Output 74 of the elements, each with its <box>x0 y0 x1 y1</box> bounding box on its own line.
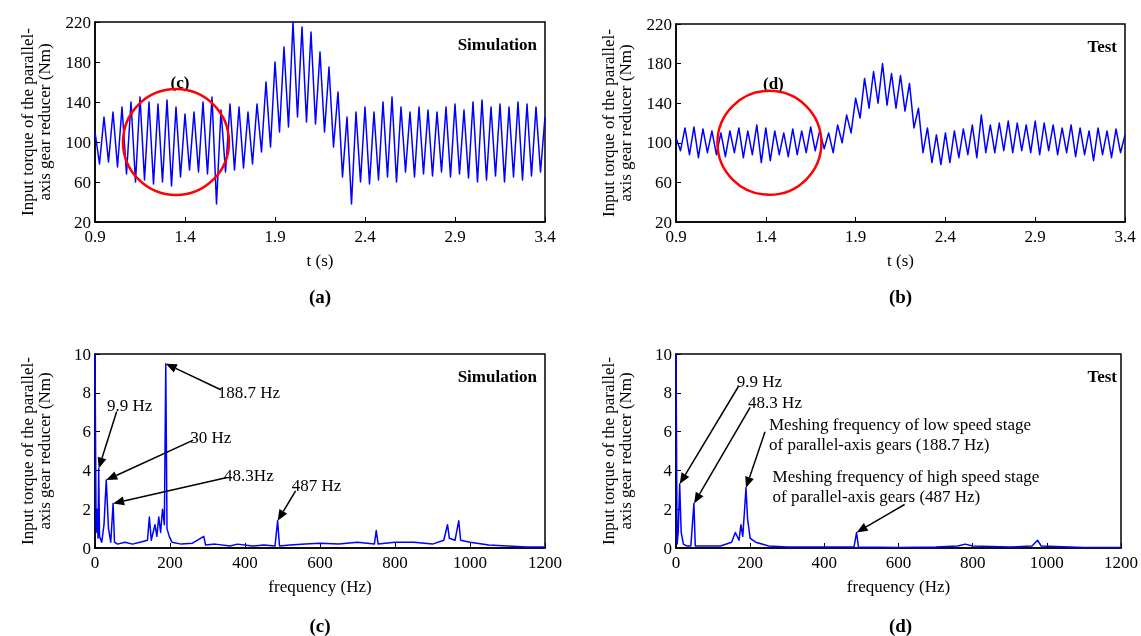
annotation: 487 Hz <box>291 476 342 496</box>
text: (b) <box>888 285 913 308</box>
y-tick-label: 4 <box>663 460 673 480</box>
x-tick-label: 1200 <box>1104 553 1138 572</box>
x-tick-label: 3.4 <box>1114 227 1137 246</box>
y-tick-label: 100 <box>65 132 91 152</box>
line-series <box>94 21 546 205</box>
line-series <box>94 353 546 548</box>
x-tick-label: 1200 <box>528 553 562 572</box>
x-tick-label: 800 <box>382 553 408 572</box>
y-tick-label: 10 <box>74 344 91 364</box>
y-axis-title: Input torque of the parallel- axis gear reducer (Nm) <box>599 356 635 545</box>
x-tick-label: 600 <box>307 553 333 572</box>
y-tick-label: 100 <box>646 133 672 153</box>
annotation: 9.9 Hz <box>107 396 153 415</box>
annotation: 48.3 Hz <box>748 392 803 412</box>
y-tick-label: 10 <box>655 344 672 364</box>
y-axis-title: Input torque of the parallel- axis gear reducer (Nm) <box>18 356 54 545</box>
annotation: 30 Hz <box>190 427 232 447</box>
x-tick-label: 2.9 <box>444 227 466 246</box>
line-series <box>675 62 1126 166</box>
x-tick-label: 1.4 <box>755 227 777 246</box>
y-tick-label: 2 <box>663 499 672 519</box>
y-tick-label: 140 <box>646 93 672 113</box>
y-tick-label: 8 <box>82 383 91 403</box>
x-axis-title: frequency (Hz) <box>268 577 372 596</box>
y-tick-label: 2 <box>82 499 91 519</box>
y-tick-label: 0 <box>82 538 91 558</box>
text: (d) <box>888 614 913 636</box>
y-tick-label: 140 <box>65 92 91 112</box>
y-tick-label: 60 <box>74 172 91 192</box>
annotation: (d) <box>763 74 784 94</box>
y-tick-label: 4 <box>82 460 92 480</box>
line-series <box>675 353 1122 549</box>
x-tick-label: 600 <box>885 553 912 572</box>
y-axis-title: Input torque of the parallel- axis gear reducer (Nm) <box>599 28 635 217</box>
x-tick-label: 3.4 <box>534 227 557 246</box>
x-tick-label: 200 <box>157 553 183 572</box>
annotation: 188.7 Hz <box>217 383 281 403</box>
x-tick-label: 2.4 <box>354 227 377 246</box>
y-tick-label: 0 <box>663 538 672 558</box>
x-tick-label: 800 <box>959 553 986 572</box>
annotation: Meshing frequency of low speed stage of parallel-axis gears (188.7 Hz) <box>768 415 1031 455</box>
text: (c) <box>309 614 331 636</box>
text: (a) <box>308 285 332 308</box>
annotation: 48.3Hz <box>224 465 275 485</box>
x-tick-label: 1000 <box>453 553 487 572</box>
x-tick-label: 200 <box>737 553 763 572</box>
x-tick-label: 400 <box>811 553 838 572</box>
y-tick-label: 60 <box>655 172 672 192</box>
x-tick-label: 2.9 <box>1024 227 1046 246</box>
x-axis-title: t (s) <box>887 251 914 270</box>
x-tick-label: 1000 <box>1029 553 1064 572</box>
y-tick-label: 220 <box>65 12 91 32</box>
y-tick-label: 220 <box>646 14 672 34</box>
x-tick-label: 1.4 <box>174 227 197 246</box>
y-axis-title: Input torque of the parallel- axis gear reducer (Nm) <box>18 27 54 216</box>
y-tick-label: 6 <box>663 422 672 442</box>
y-tick-label: 180 <box>646 54 672 74</box>
annotation: Test <box>1087 36 1118 56</box>
x-tick-label: 1.9 <box>264 227 286 246</box>
x-tick-label: 2.4 <box>934 227 957 246</box>
y-tick-label: 8 <box>663 383 672 403</box>
annotation: Meshing frequency of high speed stage of parallel-axis gears (487 Hz) <box>772 466 1040 506</box>
annotation: Simulation <box>457 34 538 54</box>
x-tick-label: 400 <box>232 553 258 572</box>
x-tick-label: 1.9 <box>844 227 867 246</box>
x-axis-title: t (s) <box>306 251 334 270</box>
annotation: Simulation <box>457 366 538 386</box>
annotation: 9.9 Hz <box>736 371 783 391</box>
annotation: Test <box>1087 366 1118 386</box>
x-axis-title: frequency (Hz) <box>846 577 951 596</box>
y-tick-label: 6 <box>82 422 91 442</box>
y-tick-label: 180 <box>65 52 91 72</box>
